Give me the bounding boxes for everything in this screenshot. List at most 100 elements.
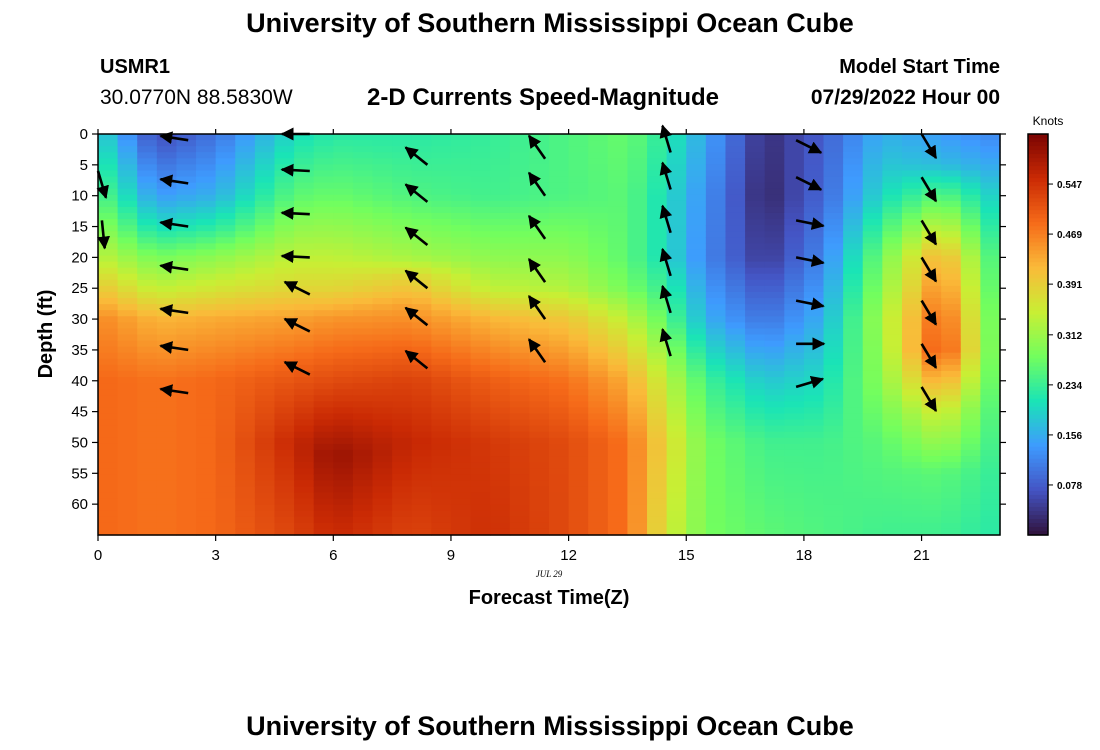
heatmap-cell <box>803 328 825 336</box>
heatmap-cell <box>745 480 766 487</box>
heatmap-cell <box>549 528 570 536</box>
heatmap-cell <box>647 231 668 238</box>
heatmap-cell <box>176 146 197 153</box>
heatmap-cell <box>98 419 119 427</box>
heatmap-cell <box>313 425 334 433</box>
heatmap-cell <box>686 206 707 214</box>
heatmap-cell <box>784 146 805 153</box>
heatmap-cell <box>607 237 629 244</box>
heatmap-cell <box>117 291 138 299</box>
heatmap-cell <box>313 389 334 396</box>
heatmap-cell <box>921 285 942 293</box>
heatmap-cell <box>431 407 452 415</box>
heatmap-cell <box>98 492 119 500</box>
heatmap-cell <box>588 449 609 457</box>
heatmap-cell <box>274 468 295 475</box>
heatmap-cell <box>411 468 432 475</box>
heatmap-cell <box>901 146 923 153</box>
heatmap-cell <box>156 486 178 494</box>
heatmap-cell <box>686 291 707 299</box>
heatmap-cell <box>333 468 354 475</box>
current-vector-arrow <box>159 131 189 145</box>
heatmap-cell <box>568 352 589 360</box>
heatmap-cell <box>901 158 923 165</box>
heatmap-cell <box>666 170 687 178</box>
heatmap-cell <box>607 370 629 378</box>
heatmap-cell <box>862 134 883 141</box>
heatmap-cell <box>764 194 785 202</box>
heatmap-cell <box>392 522 413 530</box>
heatmap-cell <box>784 510 805 518</box>
heatmap-cell <box>882 413 903 421</box>
heatmap-cell <box>764 352 785 360</box>
current-vector-arrow <box>280 250 310 264</box>
heatmap-cell <box>784 486 805 494</box>
heatmap-cell <box>980 225 1001 232</box>
heatmap-cell <box>98 273 119 281</box>
heatmap-cell <box>176 474 197 481</box>
heatmap-cell <box>764 492 785 500</box>
heatmap-cell <box>607 322 629 330</box>
heatmap-cell <box>470 346 491 354</box>
heatmap-cell <box>666 377 687 384</box>
x-tick-label: 21 <box>913 547 930 564</box>
heatmap-cell <box>235 443 256 451</box>
heatmap-cell <box>843 134 864 141</box>
heatmap-cell <box>764 462 785 469</box>
heatmap-cell <box>411 504 432 512</box>
heatmap-cell <box>823 389 844 396</box>
heatmap-cell <box>549 200 570 208</box>
heatmap-cell <box>529 322 550 330</box>
heatmap-cell <box>745 516 766 524</box>
y-tick-label: 25 <box>71 280 88 297</box>
heatmap-cell <box>450 243 472 251</box>
heatmap-cell <box>960 377 981 384</box>
heatmap-cell <box>921 486 942 494</box>
heatmap-cell <box>784 200 805 208</box>
heatmap-cell <box>529 358 550 366</box>
heatmap-cell <box>352 212 374 220</box>
heatmap-cell <box>980 425 1001 433</box>
heatmap-cell <box>823 279 844 287</box>
heatmap-cell <box>843 316 864 323</box>
heatmap-cell <box>607 437 629 445</box>
heatmap-cell <box>333 194 354 202</box>
heatmap-cell <box>941 462 962 469</box>
heatmap-cell <box>235 456 256 463</box>
heatmap-cell <box>392 401 413 409</box>
heatmap-cell <box>901 370 923 378</box>
heatmap-cell <box>235 480 256 487</box>
heatmap-cell <box>529 188 550 196</box>
heatmap-cell <box>274 261 295 269</box>
heatmap-cell <box>411 140 432 147</box>
heatmap-cell <box>176 486 197 494</box>
heatmap-cell <box>549 443 570 451</box>
heatmap-cell <box>333 243 354 251</box>
heatmap-cell <box>274 225 295 232</box>
heatmap-cell <box>627 364 648 372</box>
heatmap-cell <box>313 377 334 384</box>
heatmap-cell <box>215 158 236 165</box>
heatmap-cell <box>784 498 805 506</box>
heatmap-cell <box>921 474 942 481</box>
heatmap-cell <box>666 291 687 299</box>
heatmap-cell <box>980 152 1001 159</box>
heatmap-cell <box>117 516 138 524</box>
heatmap-cell <box>529 364 550 372</box>
heatmap-cell <box>803 474 825 481</box>
heatmap-cell <box>549 164 570 172</box>
colorbar-swatch <box>1028 338 1048 344</box>
heatmap-cell <box>647 188 668 196</box>
heatmap-cell <box>607 267 629 275</box>
heatmap-cell <box>549 456 570 463</box>
heatmap-cell <box>215 146 236 153</box>
heatmap-cell <box>117 212 138 220</box>
heatmap-cell <box>509 158 530 165</box>
heatmap-cell <box>196 225 217 232</box>
heatmap-cell <box>862 480 883 487</box>
heatmap-cell <box>803 358 825 366</box>
colorbar-swatch <box>1028 242 1048 247</box>
heatmap-cell <box>764 340 785 348</box>
heatmap-cell <box>843 310 864 317</box>
heatmap-cell <box>176 243 197 251</box>
